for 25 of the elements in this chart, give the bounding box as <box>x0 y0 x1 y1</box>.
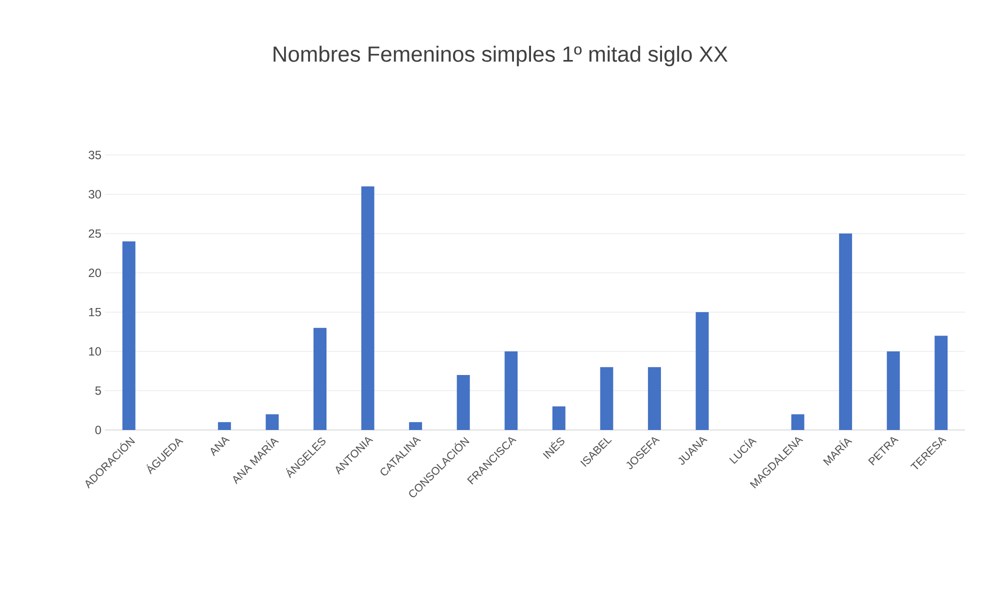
bar <box>791 414 804 430</box>
bar <box>456 374 470 430</box>
chart-title: Nombres Femeninos simples 1º mitad siglo XX <box>274 46 728 66</box>
bar <box>314 328 327 430</box>
y-tick-label: 30 <box>88 190 102 198</box>
bar <box>409 422 422 430</box>
bar <box>266 414 279 430</box>
bar <box>839 234 852 430</box>
y-tick-label: 10 <box>89 347 102 356</box>
y-tick-label: 0 <box>95 426 102 434</box>
y-tick-label: 20 <box>88 268 102 278</box>
y-tick-label: 5 <box>95 386 101 395</box>
bar <box>218 422 231 430</box>
bar <box>552 406 566 430</box>
y-tick-label: 15 <box>89 308 101 316</box>
y-tick-label: 25 <box>88 229 101 238</box>
bar <box>122 241 136 430</box>
bar <box>934 336 948 430</box>
bar <box>361 186 374 430</box>
bar <box>696 312 709 430</box>
bar <box>504 351 518 430</box>
bar <box>648 367 661 430</box>
bar <box>600 367 614 430</box>
bar <box>886 351 900 430</box>
y-tick-label: 35 <box>88 150 101 160</box>
